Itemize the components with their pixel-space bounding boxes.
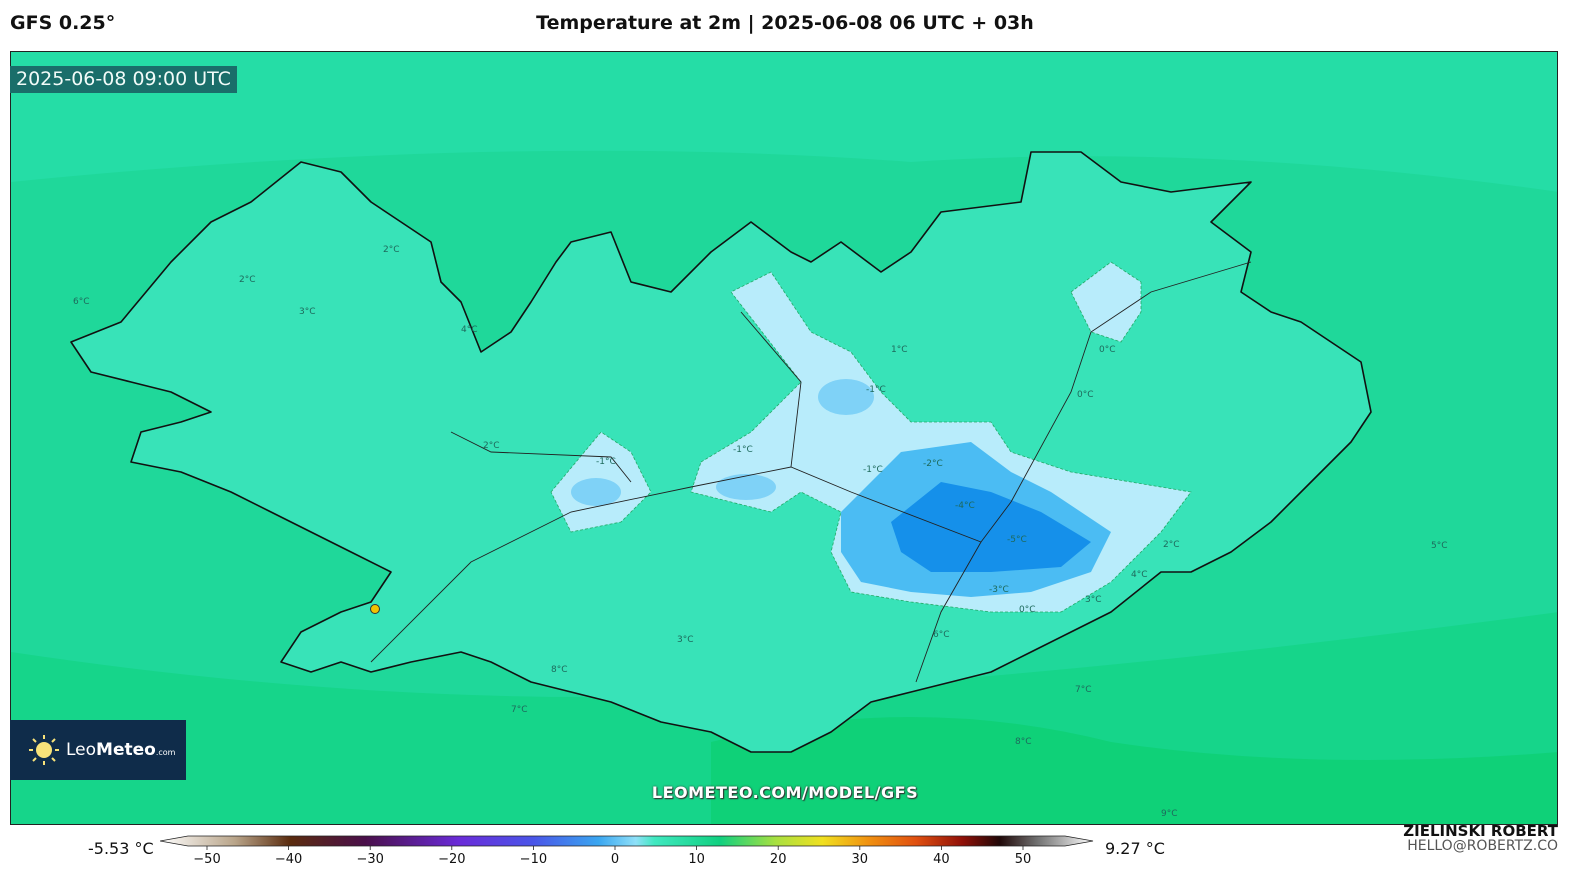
sun-icon	[29, 735, 59, 765]
max-temperature: 9.27 °C	[1105, 839, 1165, 858]
coldest-zone	[891, 482, 1091, 572]
contour-label: -1°C	[733, 445, 753, 455]
contour-label: -3°C	[989, 585, 1009, 595]
colorbar-tick-label: −10	[520, 852, 547, 867]
contour-label: -5°C	[1007, 535, 1027, 545]
map-canvas: 2°C 2°C 3°C 4°C 6°C 2°C 1°C -1°C -1°C -1…	[11, 52, 1557, 824]
contour-label: -4°C	[955, 501, 975, 511]
cold-spot-north	[818, 379, 874, 415]
contour-label: 2°C	[1163, 540, 1180, 550]
leometeo-logo[interactable]: LeoMeteo.com	[10, 720, 186, 780]
region-boundary-3	[915, 541, 982, 683]
colorbar-tick-label: 20	[770, 852, 787, 867]
contour-label: 1°C	[891, 345, 908, 355]
contour-label: 2°C	[383, 245, 400, 255]
colorbar-tick-label: 30	[852, 852, 869, 867]
contour-label: 2°C	[239, 275, 256, 285]
contour-label: 0°C	[1077, 390, 1094, 400]
region-boundary-4	[1010, 261, 1252, 503]
contour-label: 7°C	[511, 705, 528, 715]
author-email[interactable]: HELLO@ROBERTZ.CO	[1407, 838, 1558, 854]
colorbar-tick-label: −30	[356, 852, 383, 867]
contour-label: -1°C	[596, 457, 616, 467]
cold-zone-northeast	[1070, 261, 1142, 343]
colorbar-tick-label: −20	[438, 852, 465, 867]
colorbar-tick-label: 40	[933, 852, 950, 867]
min-temperature: -5.53 °C	[88, 839, 154, 858]
region-boundary-2	[740, 311, 802, 468]
warmest-sea-band	[711, 717, 1557, 824]
chart-title: Temperature at 2m | 2025-06-08 06 UTC + …	[536, 12, 1034, 34]
contour-label: 4°C	[1131, 570, 1148, 580]
contour-label: 2°C	[483, 441, 500, 451]
contour-label: 0°C	[1099, 345, 1116, 355]
author-name: ZIELINSKI ROBERT	[1403, 822, 1558, 840]
colorbar-tick-label: 0	[611, 852, 619, 867]
region-boundary-5	[450, 431, 632, 483]
contour-label: -2°C	[923, 459, 943, 469]
colorbar-tick-label: 10	[688, 852, 705, 867]
contour-label: 6°C	[933, 630, 950, 640]
colorbar-tick-label: −50	[193, 852, 220, 867]
contour-label: 4°C	[461, 325, 478, 335]
contour-label: 6°C	[73, 297, 90, 307]
region-boundary-1	[370, 466, 1012, 663]
contour-label: 7°C	[1075, 685, 1092, 695]
cold-spot-mid	[716, 474, 776, 500]
cool-sea-band	[11, 52, 1557, 192]
contour-label: 9°C	[1161, 809, 1178, 819]
contour-label: 3°C	[299, 307, 316, 317]
author-credit: ZIELINSKI ROBERT HELLO@ROBERTZ.CO	[1403, 824, 1558, 854]
contour-label: 8°C	[551, 665, 568, 675]
colorbar: −50 −40 −30 −20 −10 0 10 20 30 40 50	[160, 835, 1094, 867]
model-label: GFS 0.25°	[10, 12, 116, 34]
contour-labels: 2°C 2°C 3°C 4°C 6°C 2°C 1°C -1°C -1°C -1…	[73, 245, 1448, 819]
temperature-map[interactable]: 2°C 2°C 3°C 4°C 6°C 2°C 1°C -1°C -1°C -1…	[10, 51, 1558, 825]
colorbar-tick-label: −40	[275, 852, 302, 867]
contour-label: -1°C	[866, 385, 886, 395]
contour-label: -1°C	[863, 465, 883, 475]
contour-label: 3°C	[677, 635, 694, 645]
colorbar-gradient	[160, 835, 1094, 847]
contour-label: 3°C	[1085, 595, 1102, 605]
logo-text: LeoMeteo.com	[66, 740, 176, 760]
contour-label: 0°C	[1019, 605, 1036, 615]
colorbar-tick-label: 50	[1015, 852, 1032, 867]
cold-spot-west	[571, 478, 621, 506]
contour-label: 8°C	[1015, 737, 1032, 747]
city-marker	[370, 604, 380, 614]
valid-time-badge: 2025-06-08 09:00 UTC	[10, 66, 237, 93]
contour-label: 5°C	[1431, 541, 1448, 551]
site-url[interactable]: LEOMETEO.COM/MODEL/GFS	[651, 783, 919, 802]
colorbar-ticks: −50 −40 −30 −20 −10 0 10 20 30 40 50	[193, 846, 1031, 867]
